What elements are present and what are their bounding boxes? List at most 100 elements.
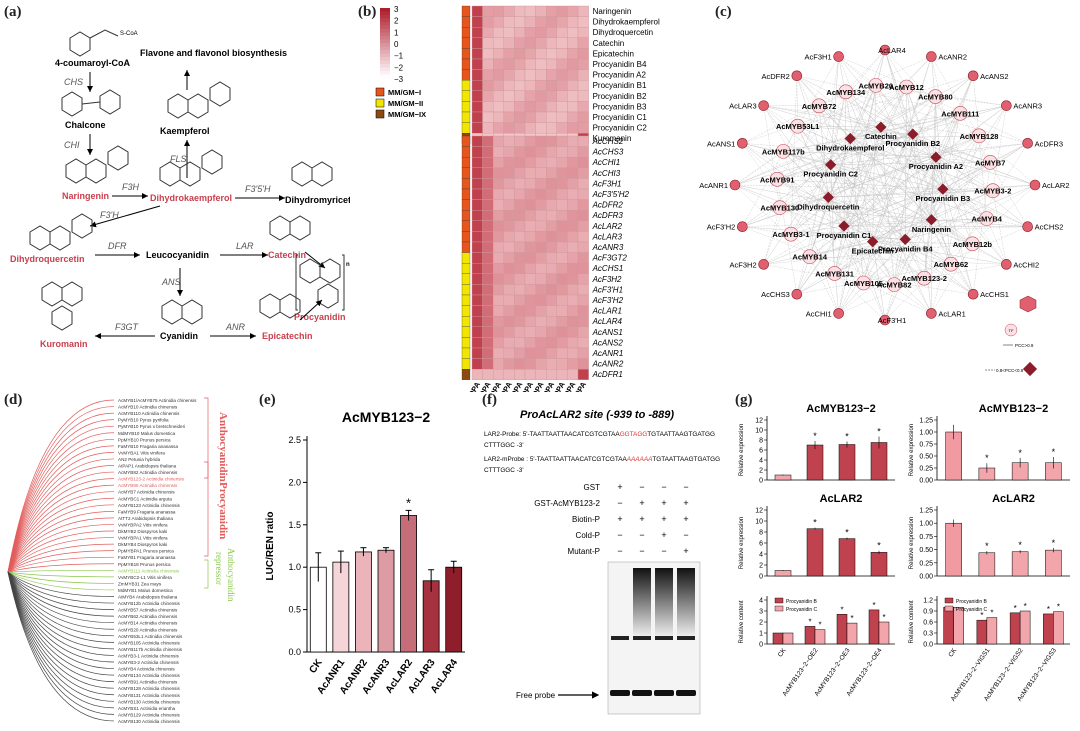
gene-node [737,222,747,232]
f3h2-label: F3'H [100,210,119,220]
dihydrokaempferol-label: Dihydrokaempferol [150,193,232,203]
heatmap-cell [546,101,557,112]
heatmap-cell [525,17,536,28]
tree-leaf: AcMYB1/AcMYB75 Actinidia chinensis [118,398,197,403]
y-tick-label: 2 [759,620,763,627]
gene-module-cell [462,221,470,232]
significance-mark: * [1014,604,1017,613]
heatmap-cell [493,38,504,49]
tree-leaf: AcMYB14 Actinidia chinensis [118,621,178,626]
heatmap-cell [504,123,515,134]
heatmap-cell [493,348,504,359]
significance-mark: * [877,541,881,551]
tree-leaf: AcMYB20 Actinidia chinensis [118,627,178,632]
heatmap-cell [483,337,494,348]
gene-label: AcF3'H1 [592,285,623,294]
heatmap-cell [472,112,483,123]
metabolite-label: Dihydrokaempferol [593,18,660,27]
heatmap-cell [514,295,525,306]
heatmap-cell [483,327,494,338]
emsa-row-value: + [617,482,622,492]
heatmap-cell [493,200,504,211]
bracket-anthocyanidin [204,398,208,478]
colorbar-segment [380,22,390,26]
legend-label: Procyanidin C [956,607,988,613]
flavone-title: Flavone and flavonol biosynthesis [140,48,287,58]
gene-node-label: AcLAR4 [878,46,906,55]
heatmap-cell [483,274,494,285]
gene-module-cell [462,263,470,274]
heatmap-cell [536,327,547,338]
network-edge [735,185,993,191]
chart-title: AcMYB123−2 [806,403,875,415]
heatmap-cell [546,231,557,242]
module-label: MM/GM−II [388,99,423,108]
metabolite-label: Dihydroquercetin [593,28,653,37]
heatmap-cell [472,80,483,91]
y-tick-label: 2.5 [288,435,301,445]
heatmap-cell [483,38,494,49]
heatmap-cell [578,157,589,168]
heatmap-cell [536,112,547,123]
heatmap-cell [546,112,557,123]
tf-node-label: AcMYB128 [960,132,999,141]
heatmap-cell [546,274,557,285]
heatmap-cell [578,17,589,28]
heatmap-cell [567,168,578,179]
emsa-row-label: Cold-P [576,531,600,540]
bar [333,562,349,652]
heatmap-cell [567,48,578,59]
dihydromyricetin-label: Dihydromyricetin [285,195,350,205]
heatmap-cell [472,147,483,158]
colorbar-segment [380,29,390,33]
heatmap-cell [493,178,504,189]
heatmap-cell [504,168,515,179]
heatmap-cell [504,59,515,70]
chart-title: AcLAR2 [820,493,863,505]
tree-leaf: AcMYB80 Actinidia chinensis [118,483,178,488]
heatmap-cell [546,59,557,70]
heatmap-cell [546,242,557,253]
mprobe-end: CTTTGGC -3' [484,467,524,474]
gene-module-cell [462,274,470,285]
bar [837,614,847,644]
colorbar-segment [380,68,390,72]
heatmap-cell [536,274,547,285]
tf-node-label: AcMYB117b [762,147,805,156]
significance-mark: * [1057,603,1060,612]
tree-leaf: AcMYB111 Actinidia chinensis [118,568,180,573]
heatmap-cell [493,263,504,274]
emsa-row-value: + [639,514,644,524]
significance-mark: * [850,614,853,623]
heatmap-cell [493,157,504,168]
heatmap-cell [567,27,578,38]
heatmap-cell [536,38,547,49]
network-edge [993,191,1007,265]
colorbar-tick: −2 [394,63,404,72]
heatmap-cell [483,136,494,147]
metabolite-node-label: Dihydroquercetin [797,202,860,211]
heatmap-cell [525,359,536,370]
heatmap-cell [514,157,525,168]
heatmap-cell [525,253,536,264]
leucocyanidin-label: Leucocyanidin [146,250,209,260]
heatmap-cell [557,295,568,306]
gene-node-label: AcCHI2 [1013,260,1039,269]
gene-module-cell [462,253,470,264]
heatmap-cell [536,168,547,179]
heatmap-cell [536,284,547,295]
gene-node-label: AcDFR3 [1035,139,1063,148]
heatmap-cell [546,70,557,81]
heatmap-cell [525,306,536,317]
bar [946,523,962,576]
fls-label: FLS [170,154,187,164]
upper-band [677,636,695,640]
gene-node-label: AcANR1 [699,181,728,190]
tree-leaf: MdMYB1 Malus domestica [118,588,173,593]
heatmap-cell [536,306,547,317]
heatmap-cell [493,253,504,264]
y-tick-label: 1.2 [923,598,933,605]
gene-module-cell [462,284,470,295]
heatmap-cell [536,178,547,189]
